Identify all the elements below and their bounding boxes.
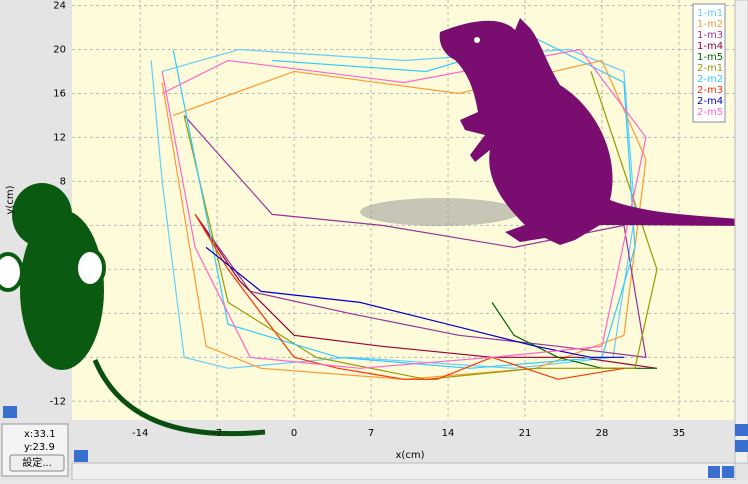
horizontal-scrollbar[interactable] [71, 462, 736, 481]
trajectory [161, 48, 647, 369]
cursor-x: x:33.1 [24, 429, 56, 440]
zoom-in-button[interactable] [735, 424, 748, 436]
legend-entry: 2-m3 [697, 85, 723, 96]
legend: 1-m11-m21-m31-m41-m52-m12-m22-m32-m42-m5 [692, 3, 726, 123]
cursor-y: y:23.9 [24, 442, 55, 453]
trajectory [183, 71, 658, 380]
legend-entry: 1-m2 [697, 19, 723, 30]
mouse-silhouette [0, 183, 266, 437]
traces [150, 37, 658, 380]
legend-entry: 1-m1 [697, 8, 723, 19]
y-tick-label: 12 [53, 132, 66, 143]
reset-button[interactable] [722, 466, 734, 478]
settings-button-label[interactable]: 設定... [22, 456, 52, 469]
settings-button[interactable] [9, 454, 65, 472]
legend-entry: 1-m5 [697, 52, 723, 63]
x-tick-label: -7 [212, 428, 222, 439]
rat-silhouette [360, 18, 748, 245]
trajectory [194, 214, 658, 369]
y-tick-label: 16 [53, 88, 66, 99]
legend-box [692, 3, 726, 123]
y-tick-label: 24 [53, 0, 66, 11]
x-tick-label: 28 [596, 428, 609, 439]
x-tick-label: -14 [132, 428, 148, 439]
y-tick-label: -12 [50, 396, 66, 407]
x-axis-label: x(cm) [396, 450, 425, 461]
x-tick-label: 21 [519, 428, 532, 439]
zoom-out-button[interactable] [735, 440, 748, 452]
legend-entry: 1-m4 [697, 41, 723, 52]
vertical-scrollbar[interactable] [734, 0, 748, 464]
trajectory [205, 246, 624, 358]
y-tick-label: 8 [60, 176, 66, 187]
x-tick-label: 7 [368, 428, 374, 439]
x-tick-label: 35 [673, 428, 686, 439]
legend-entry: 2-m4 [697, 96, 723, 107]
trajectory [194, 214, 625, 380]
pan-button[interactable] [74, 450, 88, 462]
legend-entry: 2-m5 [697, 107, 723, 118]
legend-entry: 1-m3 [697, 30, 723, 41]
zoom-x-button[interactable] [708, 466, 720, 478]
axis-labels: x(cm) y(cm) -14 -7 0 7 14 21 28 35 [5, 185, 685, 461]
trajectory [183, 115, 647, 359]
y-axis-label: y(cm) [5, 185, 16, 214]
trajectory [161, 59, 647, 380]
x-tick-label: 14 [442, 428, 455, 439]
legend-entry: 2-m1 [697, 63, 723, 74]
legend-entry: 2-m2 [697, 74, 723, 85]
x-tick-label: 0 [291, 428, 297, 439]
pan-button-left[interactable] [3, 406, 17, 418]
y-tick-label: 20 [53, 44, 66, 55]
